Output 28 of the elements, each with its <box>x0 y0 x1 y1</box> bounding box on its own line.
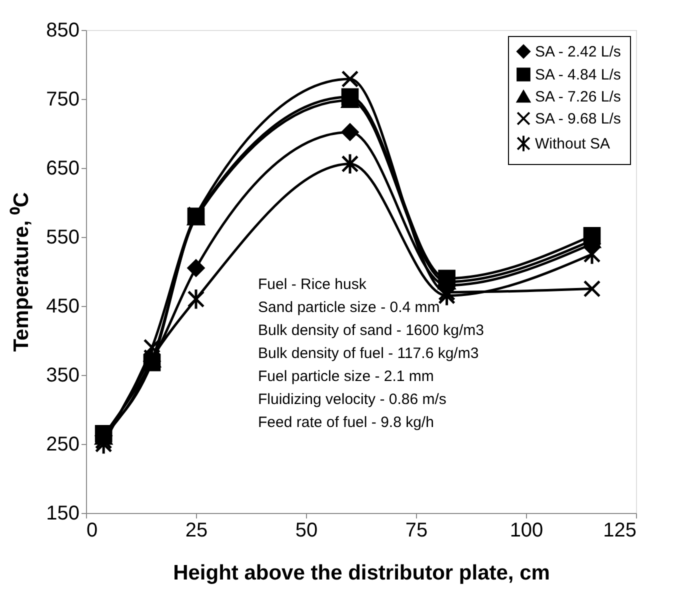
x-tick-label: 0 <box>86 520 98 542</box>
x-tick-label: 100 <box>510 520 544 542</box>
y-tick-label: 550 <box>46 226 80 248</box>
y-tick-label: 450 <box>46 296 80 318</box>
annotation: Sand particle size - 0.4 mm <box>258 299 440 316</box>
x-tick-label: 125 <box>603 520 636 542</box>
legend-label: SA - 2.42 L/s <box>535 44 621 60</box>
annotation: Fuel - Rice husk <box>258 276 367 293</box>
annotation: Bulk density of fuel - 117.6 kg/m3 <box>258 345 479 362</box>
x-tick-label: 50 <box>295 520 318 542</box>
legend-label: Without SA <box>535 136 610 152</box>
y-tick-label: 750 <box>46 88 80 110</box>
legend-label: SA - 9.68 L/s <box>535 110 621 128</box>
legend-label: SA - 4.84 L/s <box>535 66 621 84</box>
y-axis-title: Temperature, ⁰C <box>9 192 34 352</box>
x-tick-label: 25 <box>185 520 208 542</box>
y-tick-label: 850 <box>46 20 80 42</box>
y-tick-label: 150 <box>46 502 80 524</box>
annotation: Fluidizing velocity - 0.86 m/s <box>258 391 446 408</box>
legend-label: SA - 7.26 L/s <box>535 88 621 106</box>
x-axis-title: Height above the distributor plate, cm <box>173 562 550 584</box>
annotation: Feed rate of fuel - 9.8 kg/h <box>258 414 434 431</box>
y-tick-label: 650 <box>46 158 80 180</box>
annotation: Bulk density of sand - 1600 kg/m3 <box>258 322 484 339</box>
y-tick-label: 250 <box>46 434 80 456</box>
y-tick-label: 350 <box>46 364 80 386</box>
x-tick-label: 75 <box>405 520 428 542</box>
annotation: Fuel particle size - 2.1 mm <box>258 368 434 385</box>
